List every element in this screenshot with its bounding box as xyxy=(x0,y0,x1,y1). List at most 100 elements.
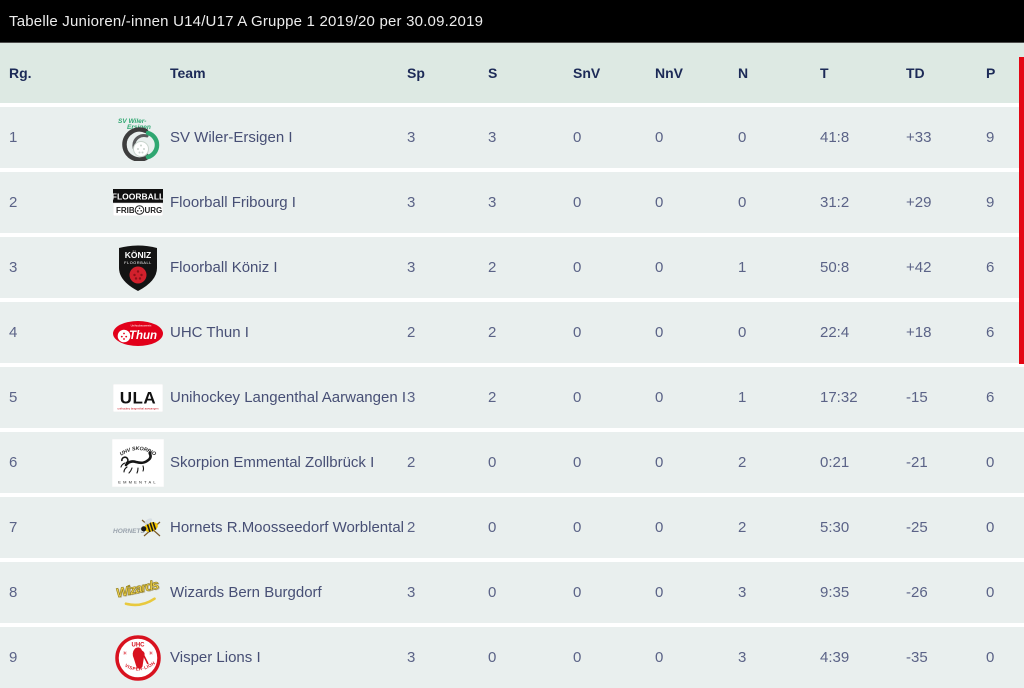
rank-cell: 7 xyxy=(9,519,18,536)
team-name: Wizards Bern Burgdorf xyxy=(170,584,322,601)
td-cell: +18 xyxy=(906,324,932,341)
td-cell: -15 xyxy=(906,389,928,406)
n-cell: 0 xyxy=(738,194,747,211)
snv-cell: 0 xyxy=(573,584,582,601)
page-title: Tabelle Junioren/-innen U14/U17 A Gruppe… xyxy=(9,12,484,30)
svg-text:unihockey langenthal aarwangen: unihockey langenthal aarwangen xyxy=(117,406,158,410)
rank-cell: 5 xyxy=(9,389,18,406)
snv-cell: 0 xyxy=(573,519,582,536)
n-cell: 2 xyxy=(738,519,747,536)
team-logo-uhc-thun-icon: Unihockeyverein Thun xyxy=(105,318,170,348)
s-cell: 0 xyxy=(488,584,497,601)
header-p: P xyxy=(986,65,996,81)
nnv-cell: 0 xyxy=(655,324,664,341)
n-cell: 1 xyxy=(738,259,747,276)
table-row: 8 Wizards Wizards Wizards Bern Burgdorf … xyxy=(0,562,1024,623)
svg-text:✳: ✳ xyxy=(122,650,127,657)
rank-cell: 6 xyxy=(9,454,18,471)
nnv-cell: 0 xyxy=(655,259,664,276)
team-name: Hornets R.Moosseedorf Worblental xyxy=(170,519,404,536)
td-cell: +29 xyxy=(906,194,932,211)
s-cell: 2 xyxy=(488,324,497,341)
t-cell: 31:2 xyxy=(820,194,850,211)
rank-cell: 2 xyxy=(9,194,18,211)
header-rg: Rg. xyxy=(9,65,32,81)
nnv-cell: 0 xyxy=(655,584,664,601)
table-row: 4 Unihockeyverein Thun UHC Thun I 2 2 0 … xyxy=(0,302,1024,363)
td-cell: -35 xyxy=(906,649,928,666)
sp-cell: 3 xyxy=(407,584,416,601)
p-cell: 6 xyxy=(986,389,995,406)
table-row: 9 UHC ✳ ✳ VISPER·LIONS Visper Lions I 3 … xyxy=(0,627,1024,688)
svg-text:FRIB: FRIB xyxy=(116,206,135,215)
t-cell: 22:4 xyxy=(820,324,850,341)
snv-cell: 0 xyxy=(573,194,582,211)
sp-cell: 2 xyxy=(407,519,416,536)
team-name: Visper Lions I xyxy=(170,649,261,666)
team-logo-floorball-fribourg-icon: FLOORBALL FRIB URG xyxy=(105,189,170,216)
sp-cell: 3 xyxy=(407,389,416,406)
rank-cell: 8 xyxy=(9,584,18,601)
sp-cell: 3 xyxy=(407,259,416,276)
t-cell: 41:8 xyxy=(820,129,850,146)
s-cell: 2 xyxy=(488,259,497,276)
team-name: Floorball Köniz I xyxy=(170,259,278,276)
svg-text:SV Wiler-: SV Wiler- xyxy=(118,118,146,125)
t-cell: 0:21 xyxy=(820,454,850,471)
svg-text:ULA: ULA xyxy=(119,388,155,407)
team-logo-sv-wiler-ersigen-icon: SV Wiler- Ersigen xyxy=(105,115,170,161)
sp-cell: 2 xyxy=(407,324,416,341)
table-row: 5 ULA unihockey langenthal aarwangen Uni… xyxy=(0,367,1024,428)
td-cell: -21 xyxy=(906,454,928,471)
t-cell: 9:35 xyxy=(820,584,850,601)
sp-cell: 3 xyxy=(407,194,416,211)
header-snv: SnV xyxy=(573,65,601,81)
t-cell: 4:39 xyxy=(820,649,850,666)
nnv-cell: 0 xyxy=(655,194,664,211)
td-cell: +42 xyxy=(906,259,932,276)
svg-text:✳: ✳ xyxy=(148,650,153,657)
nnv-cell: 0 xyxy=(655,389,664,406)
nnv-cell: 0 xyxy=(655,649,664,666)
title-bar: Tabelle Junioren/-innen U14/U17 A Gruppe… xyxy=(0,0,1024,43)
svg-text:URG: URG xyxy=(144,206,162,215)
nnv-cell: 0 xyxy=(655,454,664,471)
team-logo-hornets-moosseedorf-icon: HORNETS xyxy=(105,516,170,540)
team-name: UHC Thun I xyxy=(170,324,249,341)
table-row: 2 FLOORBALL FRIB URG Floorball Fribourg … xyxy=(0,172,1024,233)
header-team: Team xyxy=(170,65,206,81)
scrollbar-thumb[interactable] xyxy=(1019,57,1024,364)
sp-cell: 3 xyxy=(407,649,416,666)
s-cell: 3 xyxy=(488,194,497,211)
team-logo-ula-icon: ULA unihockey langenthal aarwangen xyxy=(105,383,170,412)
header-sp: Sp xyxy=(407,65,425,81)
td-cell: -26 xyxy=(906,584,928,601)
p-cell: 9 xyxy=(986,194,995,211)
team-name: Unihockey Langenthal Aarwangen I xyxy=(170,389,407,406)
s-cell: 0 xyxy=(488,454,497,471)
n-cell: 3 xyxy=(738,584,747,601)
snv-cell: 0 xyxy=(573,259,582,276)
svg-text:KÖNIZ: KÖNIZ xyxy=(124,250,150,260)
p-cell: 0 xyxy=(986,519,995,536)
snv-cell: 0 xyxy=(573,454,582,471)
rank-cell: 9 xyxy=(9,649,18,666)
team-name: SV Wiler-Ersigen I xyxy=(170,129,293,146)
team-name: Skorpion Emmental Zollbrück I xyxy=(170,454,375,471)
sp-cell: 3 xyxy=(407,129,416,146)
rank-cell: 4 xyxy=(9,324,18,341)
n-cell: 2 xyxy=(738,454,747,471)
team-logo-visper-lions-icon: UHC ✳ ✳ VISPER·LIONS xyxy=(105,635,170,681)
snv-cell: 0 xyxy=(573,389,582,406)
nnv-cell: 0 xyxy=(655,519,664,536)
n-cell: 0 xyxy=(738,324,747,341)
t-cell: 17:32 xyxy=(820,389,858,406)
table-row: 6 UHV SKORPION EMMENTAL Skorpion Emmenta… xyxy=(0,432,1024,493)
team-logo-skorpion-emmental-icon: UHV SKORPION EMMENTAL xyxy=(105,438,170,487)
svg-text:EMMENTAL: EMMENTAL xyxy=(118,479,158,484)
t-cell: 5:30 xyxy=(820,519,850,536)
table-header: Rg. Team Sp S SnV NnV N T TD P xyxy=(0,43,1024,103)
header-nnv: NnV xyxy=(655,65,683,81)
svg-text:Unihockeyverein: Unihockeyverein xyxy=(130,323,151,327)
p-cell: 0 xyxy=(986,584,995,601)
